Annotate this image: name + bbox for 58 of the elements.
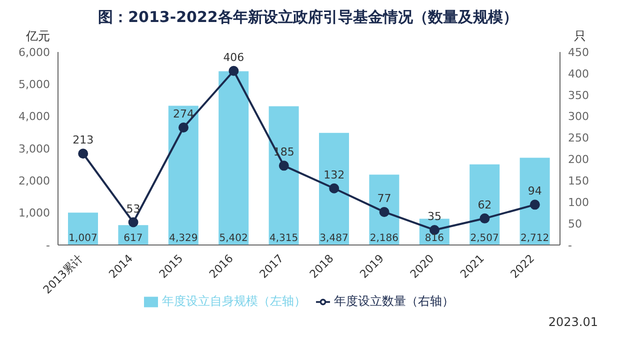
y2-tick-label: 450 (568, 46, 589, 59)
legend-label: 年度设立数量（右轴） (334, 294, 454, 308)
y2-tick-label: 350 (568, 88, 589, 102)
point (178, 122, 188, 132)
point (379, 206, 390, 217)
y-tick-label: 5,000 (18, 78, 50, 92)
data-label: 2,507 (470, 233, 499, 244)
y2-tick-label: 400 (568, 67, 589, 80)
legend-label: 年度设立自身规模（左轴） (162, 294, 306, 308)
data-label: 406 (223, 50, 244, 64)
y2-tick-label: 100 (568, 196, 589, 210)
data-label: 274 (173, 107, 194, 120)
y-tick-label: 4,000 (18, 110, 50, 124)
point (530, 200, 540, 210)
bar (369, 174, 400, 245)
data-label: 1,007 (68, 233, 98, 244)
y2-tick-label: 250 (568, 132, 589, 145)
y2-tick-label: 150 (568, 174, 589, 188)
text: 2023.01 (548, 315, 598, 329)
data-label: 5,402 (219, 233, 248, 244)
y-tick-label: - (46, 238, 50, 252)
y2-tick-label: 200 (568, 153, 589, 166)
chart-title: 图：2013-2022各年新设立政府引导基金情况（数量及规模） (97, 8, 519, 28)
data-label: 4,315 (269, 233, 298, 244)
bar (520, 158, 550, 245)
data-label: 816 (424, 233, 444, 244)
data-label: 213 (72, 134, 94, 147)
y-tick-label: 1,000 (18, 206, 50, 220)
y2-tick-label: - (568, 238, 572, 252)
bar (268, 106, 299, 245)
data-label: 62 (478, 198, 492, 212)
bar (168, 106, 198, 245)
data-label: 53 (126, 202, 140, 216)
y2-tick-label: 300 (568, 110, 589, 124)
data-label: 4,329 (169, 233, 198, 244)
data-label: 3,487 (320, 233, 348, 244)
bar (68, 212, 98, 245)
data-label: 132 (324, 168, 345, 182)
data-label: 77 (377, 192, 392, 205)
point (128, 217, 138, 228)
y2-tick-label: 50 (568, 217, 582, 230)
point (480, 213, 490, 224)
y-tick-label: 6,000 (18, 46, 50, 59)
point (329, 183, 340, 194)
bar (218, 71, 249, 245)
bar (470, 164, 500, 245)
bar (319, 132, 349, 245)
y2-axis-title: 只 (574, 28, 586, 45)
data-label: 94 (528, 184, 542, 198)
point (78, 148, 88, 159)
point (228, 66, 239, 76)
data-label: 617 (124, 233, 143, 244)
data-label: 2,186 (370, 233, 399, 244)
point (278, 160, 289, 171)
y-axis-title: 亿元 (26, 28, 50, 45)
data-label: 2,712 (520, 233, 550, 244)
y-tick-label: 2,000 (18, 174, 50, 188)
y-tick-label: 3,000 (18, 142, 50, 156)
